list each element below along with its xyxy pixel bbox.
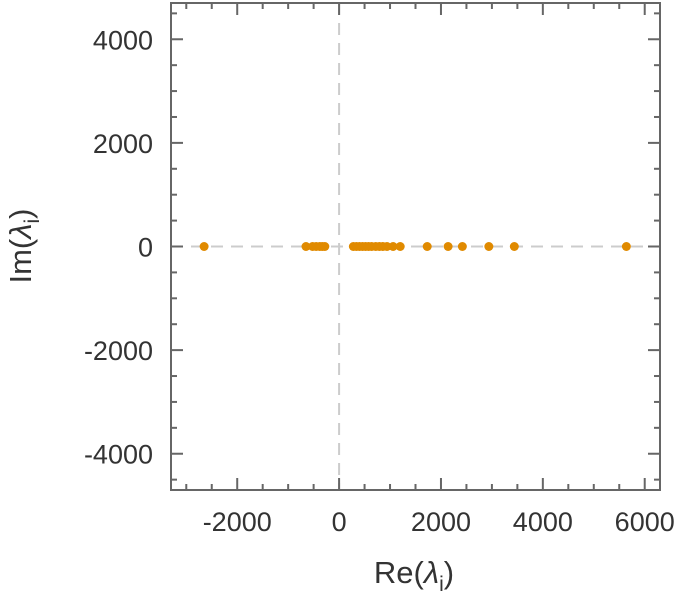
- plot-frame: [170, 2, 661, 491]
- data-point: [301, 242, 311, 251]
- data-point: [199, 242, 209, 251]
- x-tick-label: 6000: [615, 507, 675, 537]
- x-tick-labels: -2000 0 2000 4000 6000: [203, 507, 675, 537]
- y-tick-labels: 4000 2000 0 -2000 -4000: [84, 25, 153, 469]
- x-tick-label: -2000: [203, 507, 272, 537]
- data-point: [621, 242, 631, 251]
- reference-lines: [171, 3, 660, 490]
- y-tick-label: -4000: [84, 440, 153, 470]
- x-tick-label: 0: [332, 507, 347, 537]
- y-tick-label: 0: [138, 233, 153, 263]
- y-tick-label: 4000: [93, 25, 153, 55]
- x-tick-label: 4000: [513, 507, 573, 537]
- data-point: [484, 242, 494, 251]
- data-points: [199, 242, 631, 251]
- y-axis-label: Im(λi): [3, 208, 44, 283]
- data-point: [422, 242, 432, 251]
- data-point: [395, 242, 405, 251]
- data-point: [457, 242, 467, 251]
- data-point: [388, 242, 398, 251]
- data-point: [509, 242, 519, 251]
- x-tick-label: 2000: [411, 507, 471, 537]
- y-tick-label: -2000: [84, 336, 153, 366]
- y-tick-label: 2000: [93, 129, 153, 159]
- x-axis-label: Re(λi): [374, 555, 454, 596]
- data-point: [320, 242, 330, 251]
- data-point: [443, 242, 453, 251]
